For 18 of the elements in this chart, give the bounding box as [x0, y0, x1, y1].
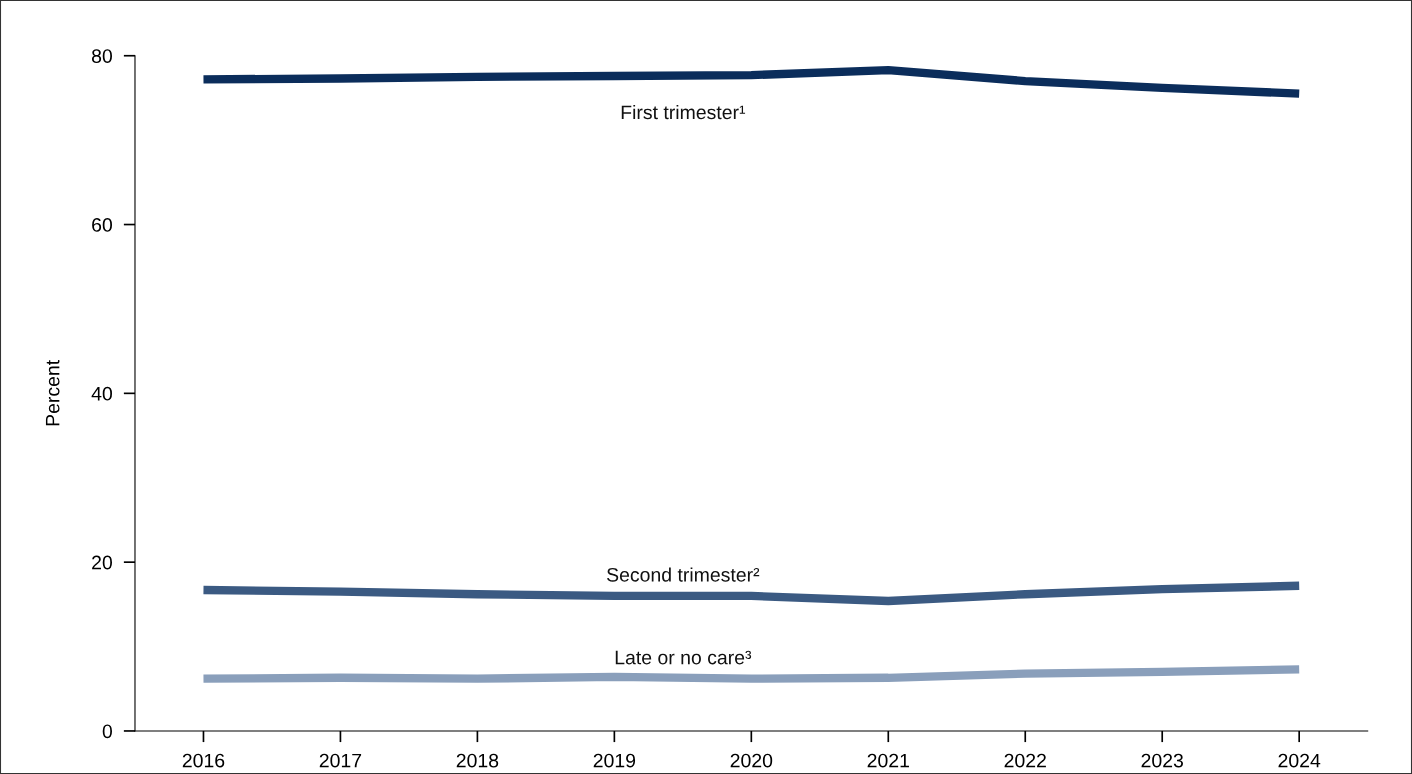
x-tick-label: 2018 [456, 753, 499, 768]
y-axis-title: Percent [45, 359, 60, 426]
x-tick-label: 2019 [593, 753, 636, 768]
y-tick-label: 20 [92, 555, 113, 570]
x-tick-label: 2023 [1141, 753, 1183, 768]
series-label: First trimester¹ [621, 104, 746, 120]
y-tick-label: 60 [92, 218, 113, 232]
series-label: Late or no care³ [615, 650, 752, 665]
y-tick-label: 80 [91, 49, 113, 63]
x-tick-label: 2017 [319, 753, 362, 768]
x-tick-label: 2021 [867, 753, 909, 768]
series-label: Second trimester² [607, 567, 760, 582]
x-tick-label: 2016 [182, 753, 225, 768]
y-tick-label: 0 [102, 724, 113, 739]
x-tick-label: 2022 [1004, 753, 1046, 768]
x-tick-label: 2024 [1278, 753, 1321, 768]
x-tick-label: 2020 [730, 753, 773, 768]
y-tick-label: 40 [91, 386, 113, 401]
